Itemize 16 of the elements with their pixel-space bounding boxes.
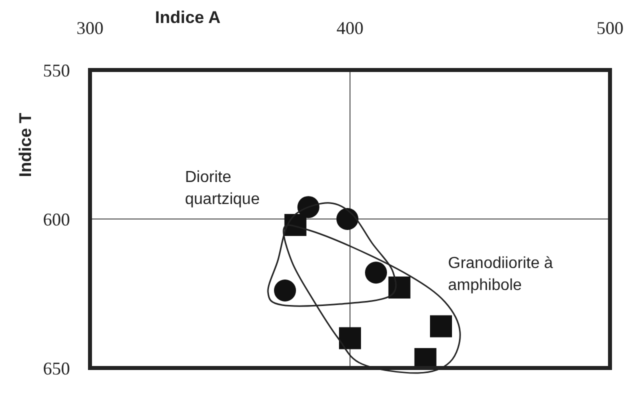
y-tick-label: 550 [43,60,70,80]
point [339,327,361,350]
x-tick-label: 400 [336,18,364,38]
y-tick-label: 600 [43,209,70,230]
annotation: Diorite quartzique [185,168,261,210]
x-tick-label: 500 [596,18,624,38]
point [388,276,410,299]
y-axis-title: Indice T [16,112,36,178]
annotation: Granodiiorite à amphibole [448,254,554,296]
x-axis-title: Indice A [155,8,220,28]
point [336,208,358,230]
x-tick-label: 300 [76,18,104,38]
y-tick-label: 650 [43,358,70,378]
point [365,262,387,284]
point [430,315,452,338]
point [274,280,296,302]
